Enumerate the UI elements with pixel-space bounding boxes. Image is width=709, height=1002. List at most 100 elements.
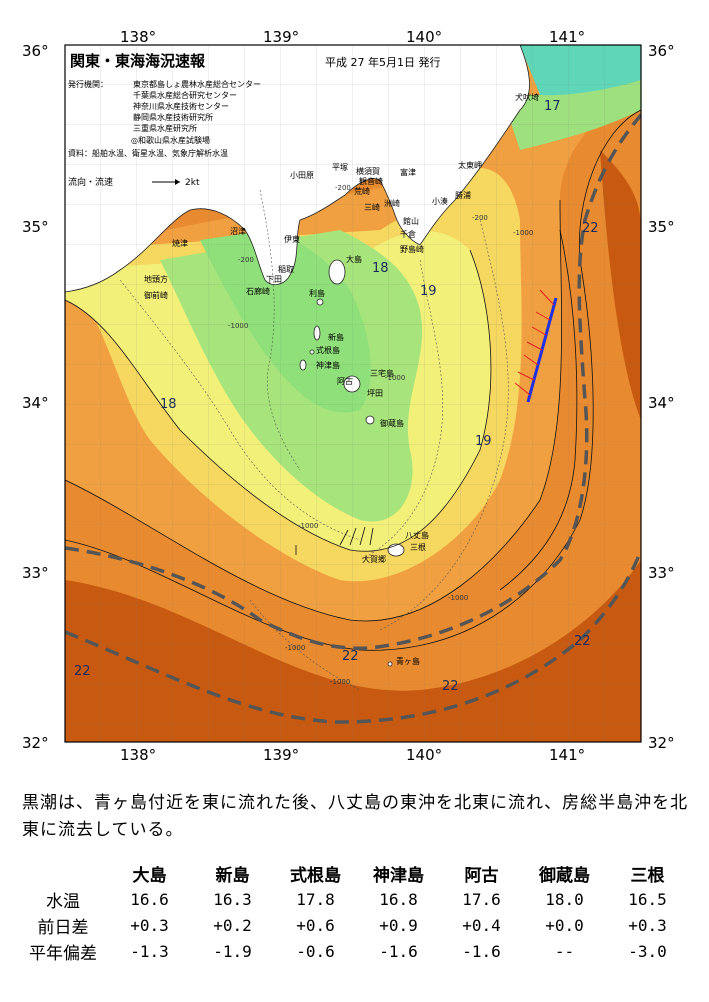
- issuer-line: 静岡県水産技術研究所: [133, 112, 213, 122]
- current-track: [514, 289, 558, 403]
- station-header: 神津島: [373, 865, 424, 886]
- place-label: 小田原: [290, 171, 314, 180]
- place-label: 阿古: [337, 376, 353, 386]
- isotherm-label: 22: [74, 664, 91, 679]
- row-label: 水温: [46, 891, 80, 912]
- place-label: 三根: [410, 542, 426, 552]
- place-label: 観音崎: [359, 176, 383, 186]
- place-label: 青ヶ島: [396, 656, 420, 666]
- table-cell: -1.9: [213, 941, 252, 961]
- lat-label-left: 33°: [22, 564, 49, 582]
- lon-label-bottom: 138°: [120, 746, 156, 760]
- isotherm-label: 17: [544, 99, 561, 114]
- kuroshio-summary: 黒潮は、青ヶ島付近を東に流れた後、八丈島の東沖を北東に流れ、房総半島沖を北東に流…: [22, 793, 689, 840]
- table-cell: -0.6: [296, 941, 335, 961]
- place-label: 犬吠埼: [515, 92, 539, 102]
- depth-label: -1000: [448, 594, 468, 602]
- kuroshio-axis: [65, 113, 641, 724]
- table-cell: +0.0: [545, 915, 584, 935]
- table-cell: +0.9: [379, 915, 418, 935]
- lat-label-left: 35°: [22, 218, 49, 236]
- map-svg: 17 18 19 18 19 22 22 22 22 22 -200 -1000…: [22, 28, 675, 764]
- lat-label-left: 34°: [22, 394, 49, 412]
- table-cell: 17.8: [296, 889, 335, 909]
- place-label: 荒崎: [354, 186, 370, 196]
- place-label: 勝浦: [455, 190, 471, 200]
- lon-label-top: 138°: [120, 28, 156, 46]
- lat-label-right: 36°: [648, 42, 675, 60]
- issuers-label: 発行機関：: [68, 79, 108, 89]
- place-label: 式根島: [316, 345, 340, 355]
- lat-label-left: 32°: [22, 734, 49, 752]
- lon-label-top: 141°: [549, 28, 585, 46]
- depth-label: -1000: [298, 522, 318, 530]
- legend-speed: 2kt: [185, 178, 200, 188]
- legend-arrowhead: [175, 179, 180, 185]
- place-label: 神津島: [316, 360, 340, 370]
- depth-label: -1000: [228, 322, 248, 330]
- table-cell: -1.6: [462, 941, 501, 961]
- table-cell: +0.3: [628, 915, 667, 935]
- depth-label: -1000: [330, 678, 350, 686]
- depth-label: -200: [472, 214, 488, 222]
- station-header: 式根島: [290, 865, 341, 886]
- isotherm-label: 22: [442, 679, 459, 694]
- row-label: 前日差: [37, 917, 89, 938]
- station-header: 大島: [132, 865, 167, 886]
- table-row: 前日差 +0.3 +0.2 +0.6 +0.9 +0.4 +0.0 +0.3: [18, 912, 689, 938]
- lon-label-top: 140°: [406, 28, 442, 46]
- place-label: 坪田: [367, 389, 383, 398]
- current-arrows: [295, 526, 374, 555]
- map-title: 関東・東海海況速報: [70, 52, 206, 70]
- lat-label-right: 34°: [648, 394, 675, 412]
- table-cell: -1.3: [130, 941, 169, 961]
- place-label: 平塚: [332, 163, 348, 172]
- legend-label: 流向・流速: [68, 176, 113, 188]
- issuer-line: 神奈川県水産技術センター: [133, 101, 229, 111]
- table-header-row: 大島 新島 式根島 神津島 阿古 御蔵島 三根: [18, 860, 689, 886]
- place-label: 稲取: [278, 264, 294, 274]
- table-cell: 17.6: [462, 889, 501, 909]
- table-cell: 16.6: [130, 889, 169, 909]
- isotherm-label: 22: [574, 634, 591, 649]
- issuer-line: 東京都島しょ農林水産総合センター: [133, 79, 261, 89]
- lon-label-bottom: 140°: [406, 746, 442, 760]
- depth-label: -1000: [513, 229, 533, 237]
- place-label: 御前崎: [144, 290, 168, 300]
- place-label: 地頭方: [144, 274, 168, 284]
- table-cell: 16.8: [379, 889, 418, 909]
- depth-label: -200: [335, 184, 351, 192]
- place-label: 野島崎: [400, 244, 424, 254]
- lon-label-bottom: 139°: [263, 746, 299, 760]
- place-label: 洲崎: [384, 198, 400, 208]
- isotherm-label: 22: [342, 649, 359, 664]
- table-cell: +0.4: [462, 915, 501, 935]
- place-label: 大賀郷: [362, 554, 386, 564]
- place-label: 伊東: [284, 234, 300, 244]
- isotherm-label: 19: [475, 434, 492, 449]
- table-cell: 18.0: [545, 889, 584, 909]
- place-label: 横須賀: [356, 166, 380, 176]
- data-sources: 資料：船舶水温、衛星水温、気象庁解析水温: [68, 148, 228, 158]
- place-label: 焼津: [172, 238, 188, 248]
- lon-label-top: 139°: [263, 28, 299, 46]
- table-cell: +0.2: [213, 915, 252, 935]
- place-label: 新島: [328, 332, 344, 342]
- place-label: 利島: [309, 288, 325, 298]
- place-label: 太東岬: [458, 160, 482, 170]
- isotherm-label: 18: [372, 261, 389, 276]
- isotherm-label: 19: [420, 284, 437, 299]
- place-label: 下田: [266, 275, 282, 284]
- place-label: 千倉: [400, 229, 416, 239]
- table-cell: +0.3: [130, 915, 169, 935]
- place-label: 三崎: [364, 202, 380, 212]
- row-label: 平年偏差: [29, 943, 97, 964]
- table-cell: +0.6: [296, 915, 335, 935]
- lat-label-left: 36°: [22, 42, 49, 60]
- depth-label: -1000: [285, 644, 305, 652]
- issuer-line: ◎和歌山県水産試験場: [131, 135, 210, 145]
- lat-label-right: 33°: [648, 564, 675, 582]
- lat-label-right: 32°: [648, 734, 675, 752]
- isotherm-label: 22: [582, 221, 599, 236]
- issue-date: 平成 27 年5月1日 発行: [325, 55, 440, 69]
